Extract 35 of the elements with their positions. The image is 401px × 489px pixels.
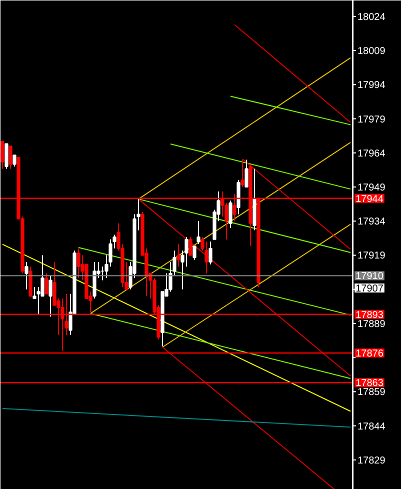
y-tick-label: 17844 xyxy=(358,421,386,432)
candlestick xyxy=(24,262,28,290)
candlestick xyxy=(188,236,192,256)
y-tick-label: 18009 xyxy=(358,46,386,58)
y-tick-label: 18024 xyxy=(358,12,386,23)
candlestick xyxy=(44,272,48,294)
candlestick xyxy=(76,248,80,278)
candlestick xyxy=(228,200,232,228)
candlestick xyxy=(204,241,208,274)
candlestick xyxy=(244,159,248,188)
candlestick xyxy=(4,143,8,170)
candlestick xyxy=(176,243,180,268)
y-tick-label: 17934 xyxy=(358,216,386,228)
ref-line-label: 17876 xyxy=(356,348,384,360)
y-tick-label: 17889 xyxy=(358,318,386,330)
candlestick xyxy=(208,241,212,265)
text: 17907 xyxy=(356,284,384,295)
candlestick xyxy=(0,141,4,170)
y-tick-label: 17994 xyxy=(358,80,386,92)
candlestick xyxy=(192,246,196,260)
candlestick xyxy=(196,220,200,244)
ref-line-label: 17863 xyxy=(356,378,384,390)
candlestick xyxy=(48,275,52,318)
y-tick-label: 17949 xyxy=(358,182,386,194)
y-tick-label: 17829 xyxy=(358,455,386,466)
candlestick xyxy=(12,154,16,168)
ref-line-label: 17910 xyxy=(356,271,384,282)
y-tick-label: 17964 xyxy=(358,148,386,160)
candlestick xyxy=(240,159,244,188)
y-tick-label: 17979 xyxy=(358,114,386,126)
y-tick-label: 17859 xyxy=(358,387,386,398)
ref-line-label: 17893 xyxy=(356,310,384,321)
y-tick-label: 17919 xyxy=(358,250,386,262)
ref-line-label: 17944 xyxy=(356,194,384,205)
candlestick xyxy=(8,146,12,170)
